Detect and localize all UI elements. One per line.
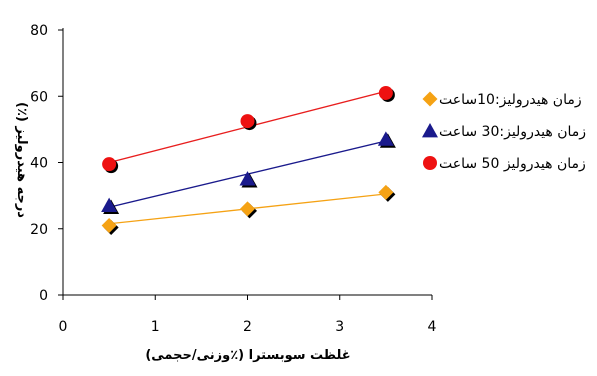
y-tick-label: 80 xyxy=(30,23,48,39)
data-point xyxy=(240,114,255,129)
data-point xyxy=(239,171,256,186)
x-tick-label: 2 xyxy=(243,319,252,335)
y-tick-label: 60 xyxy=(30,89,48,105)
data-point xyxy=(101,197,118,212)
data-point xyxy=(240,201,255,217)
legend-marker xyxy=(422,91,438,107)
legend-marker xyxy=(422,123,438,138)
data-point xyxy=(378,184,394,200)
y-tick-label: 40 xyxy=(30,156,48,172)
legend-label: زمان هیدرولیز:30 ساعت xyxy=(439,124,586,140)
x-tick-label: 4 xyxy=(428,319,437,335)
y-axis-label: درجه هیدرولیز (٪) xyxy=(14,102,29,218)
y-tick-label: 20 xyxy=(30,222,48,238)
legend-marker xyxy=(423,156,437,170)
data-points xyxy=(101,85,396,235)
axes: 0 20 40 60 80 0 1 2 3 4 xyxy=(30,23,436,335)
x-tick-label: 1 xyxy=(151,319,160,335)
legend-label: زمان هیدرولیز 50 ساعت xyxy=(439,156,586,172)
legend-label: زمان هیدرولیز:10ساعت xyxy=(439,92,582,108)
x-axis-label: غلظت سوبسترا (٪وزنی/حجمی) xyxy=(145,348,350,363)
data-point xyxy=(377,131,394,146)
legend: زمان هیدرولیز:10ساعت زمان هیدرولیز:30 ساع… xyxy=(422,91,586,172)
y-tick-label: 0 xyxy=(39,288,48,304)
data-point xyxy=(378,85,393,100)
x-tick-label: 0 xyxy=(59,319,68,335)
data-point xyxy=(101,217,117,233)
x-tick-label: 3 xyxy=(335,319,344,335)
data-point xyxy=(102,157,117,172)
